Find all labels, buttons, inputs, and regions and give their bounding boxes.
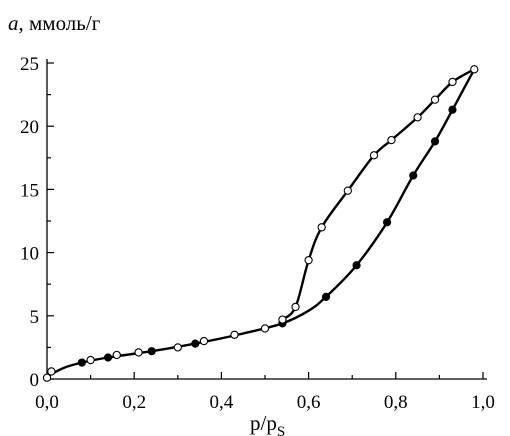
y-axis-title-unit: , ммоль/г bbox=[19, 11, 101, 35]
filled-data-point bbox=[103, 353, 113, 362]
y-tick-label: 25 bbox=[20, 54, 39, 75]
filled-data-point bbox=[352, 261, 361, 270]
x-axis-title-subscript: S bbox=[277, 424, 285, 436]
open-data-point bbox=[47, 367, 56, 376]
filled-data-point bbox=[77, 358, 86, 367]
filled-data-point bbox=[448, 105, 457, 114]
open-data-point bbox=[448, 77, 457, 87]
desorption-curve bbox=[281, 68, 476, 321]
open-data-point bbox=[470, 65, 479, 74]
open-data-point bbox=[291, 302, 300, 312]
open-data-point bbox=[42, 373, 52, 382]
open-data-point bbox=[430, 95, 440, 104]
open-data-point bbox=[112, 350, 121, 360]
x-tick-label: 0,6 bbox=[297, 392, 321, 413]
open-data-point bbox=[86, 355, 95, 365]
open-data-point bbox=[260, 324, 270, 333]
filled-data-point bbox=[147, 347, 156, 356]
open-data-point bbox=[304, 256, 313, 265]
y-tick-label: 10 bbox=[20, 244, 39, 265]
x-tick-label: 0,0 bbox=[35, 392, 59, 413]
filled-data-point bbox=[191, 339, 200, 348]
x-axis-title-main: p/p bbox=[250, 411, 277, 435]
open-data-point bbox=[134, 348, 143, 357]
open-data-point bbox=[343, 186, 352, 195]
open-data-point bbox=[317, 223, 326, 232]
open-data-point bbox=[369, 151, 379, 160]
y-axis-title-symbol: a bbox=[8, 11, 19, 35]
open-data-point bbox=[173, 343, 182, 352]
y-tick-label: 20 bbox=[20, 117, 39, 138]
x-tick-label: 0,8 bbox=[384, 392, 408, 413]
filled-data-point bbox=[382, 218, 392, 227]
x-axis-title: p/pS bbox=[250, 411, 285, 436]
adsorption-curve bbox=[45, 68, 476, 378]
x-tick-label: 0,4 bbox=[210, 392, 234, 413]
y-tick-label: 5 bbox=[30, 307, 40, 328]
x-tick-label: 1,0 bbox=[471, 392, 495, 413]
open-data-point bbox=[413, 113, 422, 122]
filled-data-point bbox=[321, 292, 331, 301]
y-axis-title: a, ммоль/г bbox=[8, 11, 101, 35]
plot-area: 0,0 0,2 0,4 0,6 0,8 1,0 0 5 10 15 20 25 bbox=[20, 54, 495, 413]
filled-data-point bbox=[430, 137, 440, 146]
filled-data-point bbox=[409, 171, 418, 180]
open-data-point bbox=[387, 135, 396, 145]
y-tick-label: 15 bbox=[20, 180, 39, 201]
y-tick-label: 0 bbox=[30, 370, 40, 391]
x-tick-label: 0,2 bbox=[122, 392, 146, 413]
open-data-point bbox=[278, 315, 287, 324]
open-data-point bbox=[230, 330, 239, 339]
open-data-point bbox=[199, 336, 209, 346]
